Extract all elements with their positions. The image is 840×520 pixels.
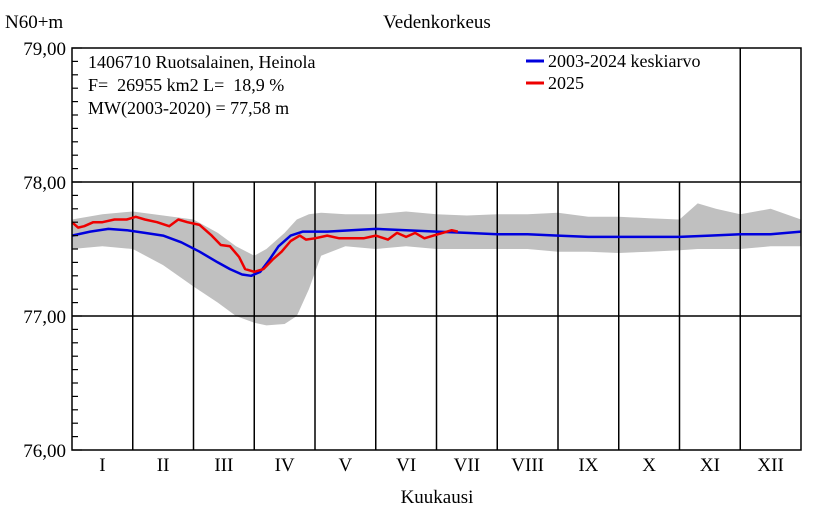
info-line-station: 1406710 Ruotsalainen, Heinola xyxy=(88,52,315,72)
y-tick-label: 76,00 xyxy=(23,441,66,462)
legend-label-average: 2003-2024 keskiarvo xyxy=(548,51,700,71)
month-label: VI xyxy=(396,455,416,476)
series-line-2025 xyxy=(71,215,459,274)
month-label: II xyxy=(157,455,170,476)
chart-title: Vedenkorkeus xyxy=(383,12,491,33)
y-axis-unit: N60+m xyxy=(5,12,63,33)
y-tick-label: 78,00 xyxy=(23,173,66,194)
month-label: V xyxy=(339,455,353,476)
month-label: VIII xyxy=(511,455,544,476)
series-line-average xyxy=(71,227,802,278)
month-label: XII xyxy=(757,455,783,476)
info-line-area: F= 26955 km2 L= 18,9 % xyxy=(88,75,284,95)
x-axis-month-labels: I II III IV V VI VII VIII IX X XI XII xyxy=(99,455,784,476)
info-box: 1406710 Ruotsalainen, Heinola F= 26955 k… xyxy=(88,52,315,119)
y-tick-label: 77,00 xyxy=(23,307,66,328)
month-label: XI xyxy=(700,455,720,476)
line-layer xyxy=(71,215,802,278)
info-line-mean: MW(2003-2020) = 77,58 m xyxy=(88,98,289,119)
month-label: X xyxy=(642,455,656,476)
y-axis-ticks: 79,00 78,00 77,00 76,00 xyxy=(23,39,82,462)
x-axis-label: Kuukausi xyxy=(401,487,474,508)
month-label: IX xyxy=(578,455,598,476)
month-label: IV xyxy=(275,455,295,476)
month-label: I xyxy=(99,455,105,476)
legend-label-2025: 2025 xyxy=(548,73,584,93)
legend: 2003-2024 keskiarvo 2025 xyxy=(526,51,700,93)
y-tick-label: 79,00 xyxy=(23,39,66,60)
month-label: VII xyxy=(454,455,480,476)
month-label: III xyxy=(214,455,233,476)
grid-layer xyxy=(72,48,801,450)
plot-area xyxy=(71,47,802,451)
